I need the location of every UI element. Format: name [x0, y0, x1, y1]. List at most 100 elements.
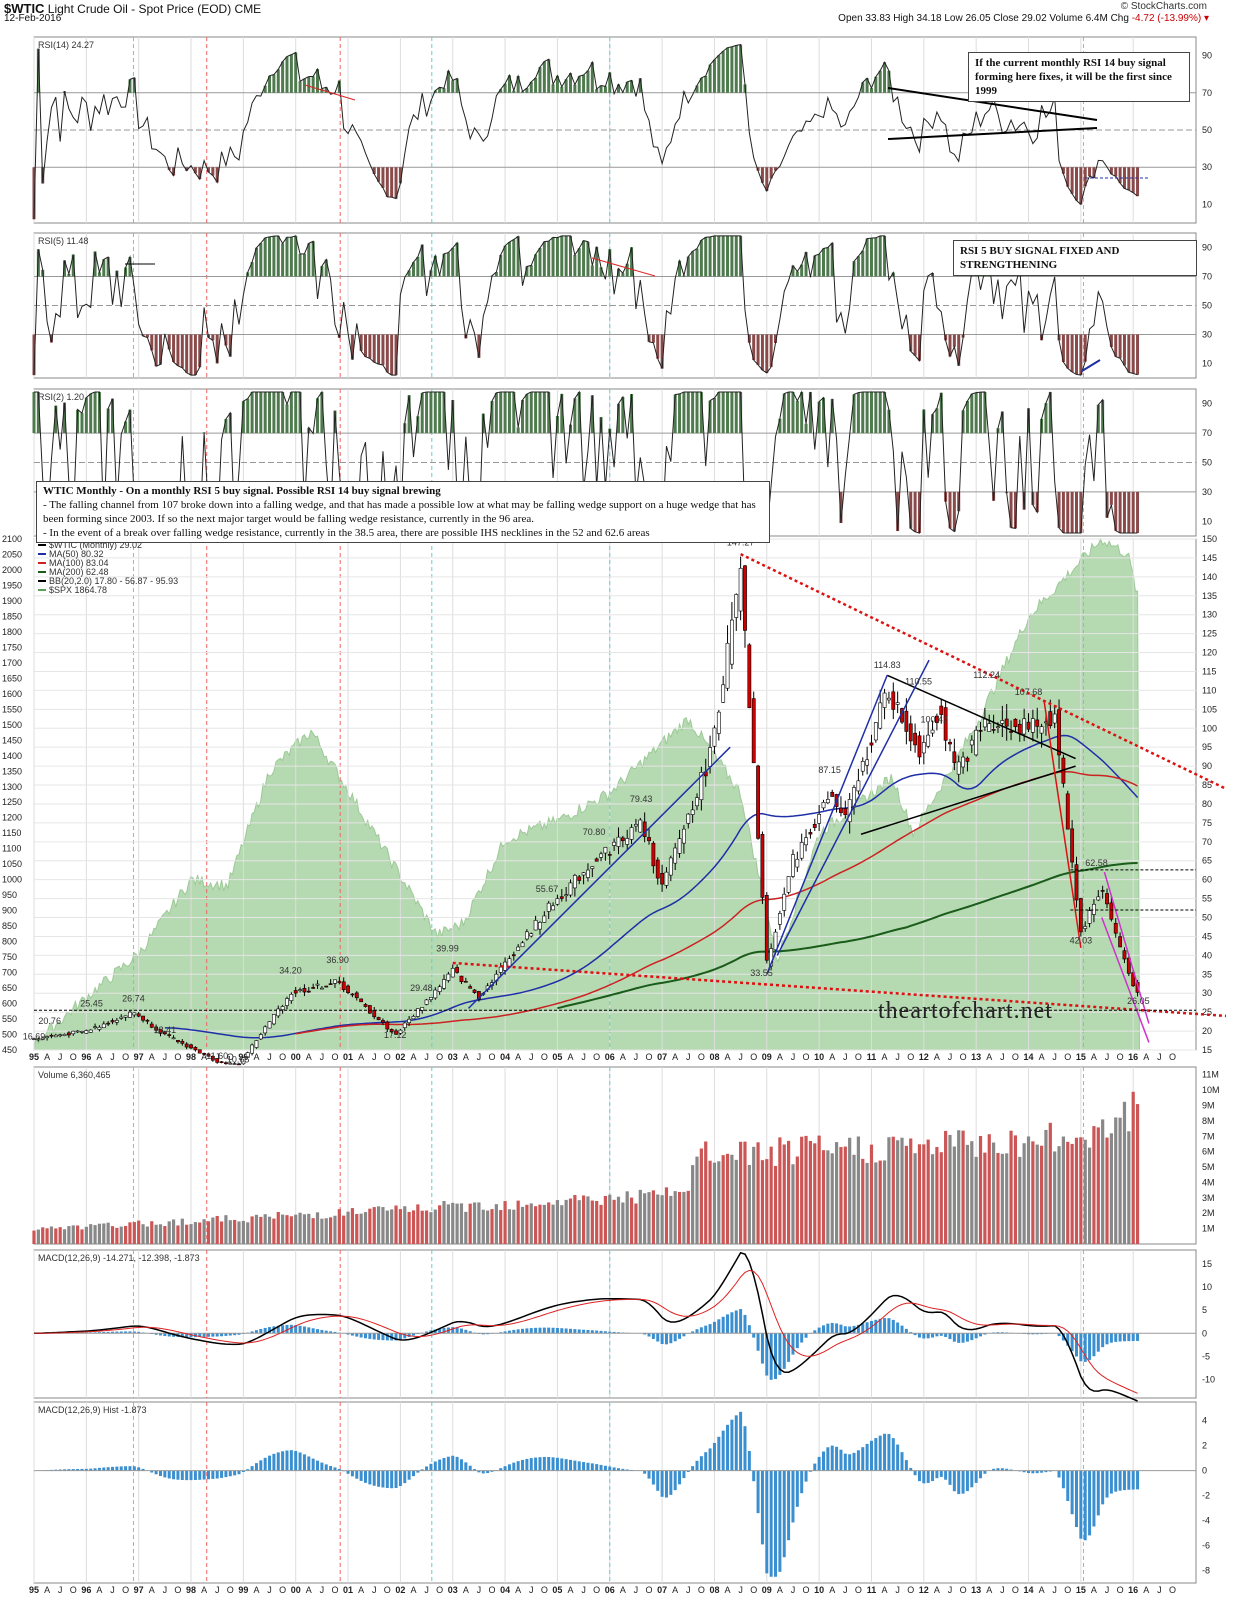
macd-hist-bar [813, 1330, 817, 1334]
volume-bar [499, 1210, 503, 1244]
chart-header: $WTIC Light Crude Oil - Spot Price (EOD)… [0, 0, 1247, 26]
candle-down [812, 823, 817, 828]
x-tick-label: 02 [395, 1052, 405, 1062]
volume-bar [211, 1217, 215, 1244]
x-month-label: A [882, 1585, 888, 1595]
hist-bar [922, 1470, 926, 1484]
volume-bar [494, 1204, 498, 1244]
hist-bar [451, 1455, 455, 1471]
volume-bar [215, 1215, 219, 1244]
x-month-label: J [1105, 1052, 1110, 1062]
x-month-label: J [110, 1585, 115, 1595]
x-month-label: O [331, 1052, 338, 1062]
macd-hist-bar [180, 1333, 184, 1338]
blue-trend-line [776, 659, 930, 956]
candle-up [738, 567, 743, 612]
x-month-label: J [58, 1052, 63, 1062]
spx-axis-tick: 1600 [2, 689, 22, 699]
hist-bar [154, 1470, 158, 1475]
volume-bar [202, 1219, 206, 1244]
hist-bar [821, 1451, 825, 1471]
candle-down [463, 980, 468, 983]
macd-hist-bar [878, 1318, 882, 1334]
candle-up [1022, 718, 1027, 735]
x-month-label: J [895, 1052, 900, 1062]
x-month-label: O [541, 1585, 548, 1595]
candle-down [367, 1005, 372, 1014]
wtic-axis-tick: 125 [1202, 629, 1217, 639]
candle-up [804, 837, 808, 846]
x-month-label: O [1064, 1585, 1071, 1595]
hist-bar [329, 1465, 333, 1471]
candle-down [1126, 957, 1131, 974]
x-tick-label: 05 [552, 1585, 562, 1595]
macd-hist-bar [124, 1331, 128, 1334]
spx-axis-tick: 1500 [2, 720, 22, 730]
x-month-label: A [620, 1585, 626, 1595]
candle-up [1000, 720, 1005, 724]
macd-hist-bar [115, 1331, 119, 1334]
hist-bar [337, 1469, 341, 1471]
macd-hist-bar [320, 1329, 324, 1334]
main-annotation: WTIC Monthly - On a monthly RSI 5 buy si… [36, 481, 770, 543]
x-month-label: J [1052, 1585, 1057, 1595]
volume-bar [525, 1204, 529, 1244]
candle-up [45, 1036, 49, 1039]
volume-bar [1035, 1144, 1039, 1244]
candle-up [276, 1008, 281, 1017]
hist-bar [102, 1467, 106, 1471]
hist-bar [276, 1452, 280, 1471]
candle-up [80, 1031, 84, 1033]
macd-hist-bar [298, 1325, 302, 1334]
macd-hist-bar [333, 1331, 337, 1334]
candle-up [40, 1037, 45, 1040]
hist-bar [861, 1447, 865, 1471]
volume-bar [45, 1228, 49, 1244]
wtic-axis-tick: 55 [1202, 894, 1212, 904]
wtic-axis-tick: 145 [1202, 553, 1217, 563]
volume-bar [926, 1139, 930, 1244]
candle-down [167, 1034, 172, 1036]
candle-up [882, 692, 887, 708]
volume-bar [542, 1204, 546, 1244]
candle-up [171, 1037, 176, 1040]
hist-bar [944, 1470, 948, 1480]
hist-bar [717, 1436, 721, 1471]
candle-up [433, 989, 438, 999]
candle-up [568, 882, 573, 896]
candle-up [289, 994, 294, 1001]
candle-down [350, 993, 355, 996]
volume-bar [669, 1195, 673, 1244]
x-tick-label: 08 [709, 1052, 719, 1062]
hist-bar [795, 1470, 799, 1507]
hist-bar [359, 1470, 363, 1481]
volume-bar [813, 1143, 817, 1244]
volume-bar [608, 1194, 612, 1244]
x-tick-label: 05 [552, 1052, 562, 1062]
x-tick-label: 14 [1023, 1052, 1033, 1062]
hist-bar [80, 1468, 84, 1471]
volume-bar [909, 1138, 913, 1244]
volume-bar [246, 1222, 250, 1244]
spx-axis-tick: 1700 [2, 658, 22, 668]
x-month-label: O [174, 1585, 181, 1595]
macd-hist-bar [891, 1319, 895, 1334]
volume-bar [250, 1216, 254, 1244]
hist-bar [1005, 1468, 1009, 1471]
macd-hist-bar [983, 1333, 987, 1335]
x-month-label: J [581, 1052, 586, 1062]
x-month-label: J [529, 1585, 534, 1595]
candle-down [952, 751, 957, 763]
macd-hist-bar [743, 1314, 747, 1334]
candle-up [777, 913, 782, 925]
volume-bar [756, 1142, 760, 1244]
macd-panel-tick: -5 [1202, 1351, 1210, 1361]
volume-bar [529, 1203, 533, 1244]
volume-bar [281, 1214, 285, 1244]
spx-axis-tick: 1350 [2, 766, 22, 776]
candle-up [123, 1015, 128, 1018]
macd-hist-bar [948, 1333, 952, 1340]
macd-hist-bar [599, 1330, 603, 1334]
candle-down [1122, 950, 1127, 960]
hist-bar [643, 1470, 647, 1474]
